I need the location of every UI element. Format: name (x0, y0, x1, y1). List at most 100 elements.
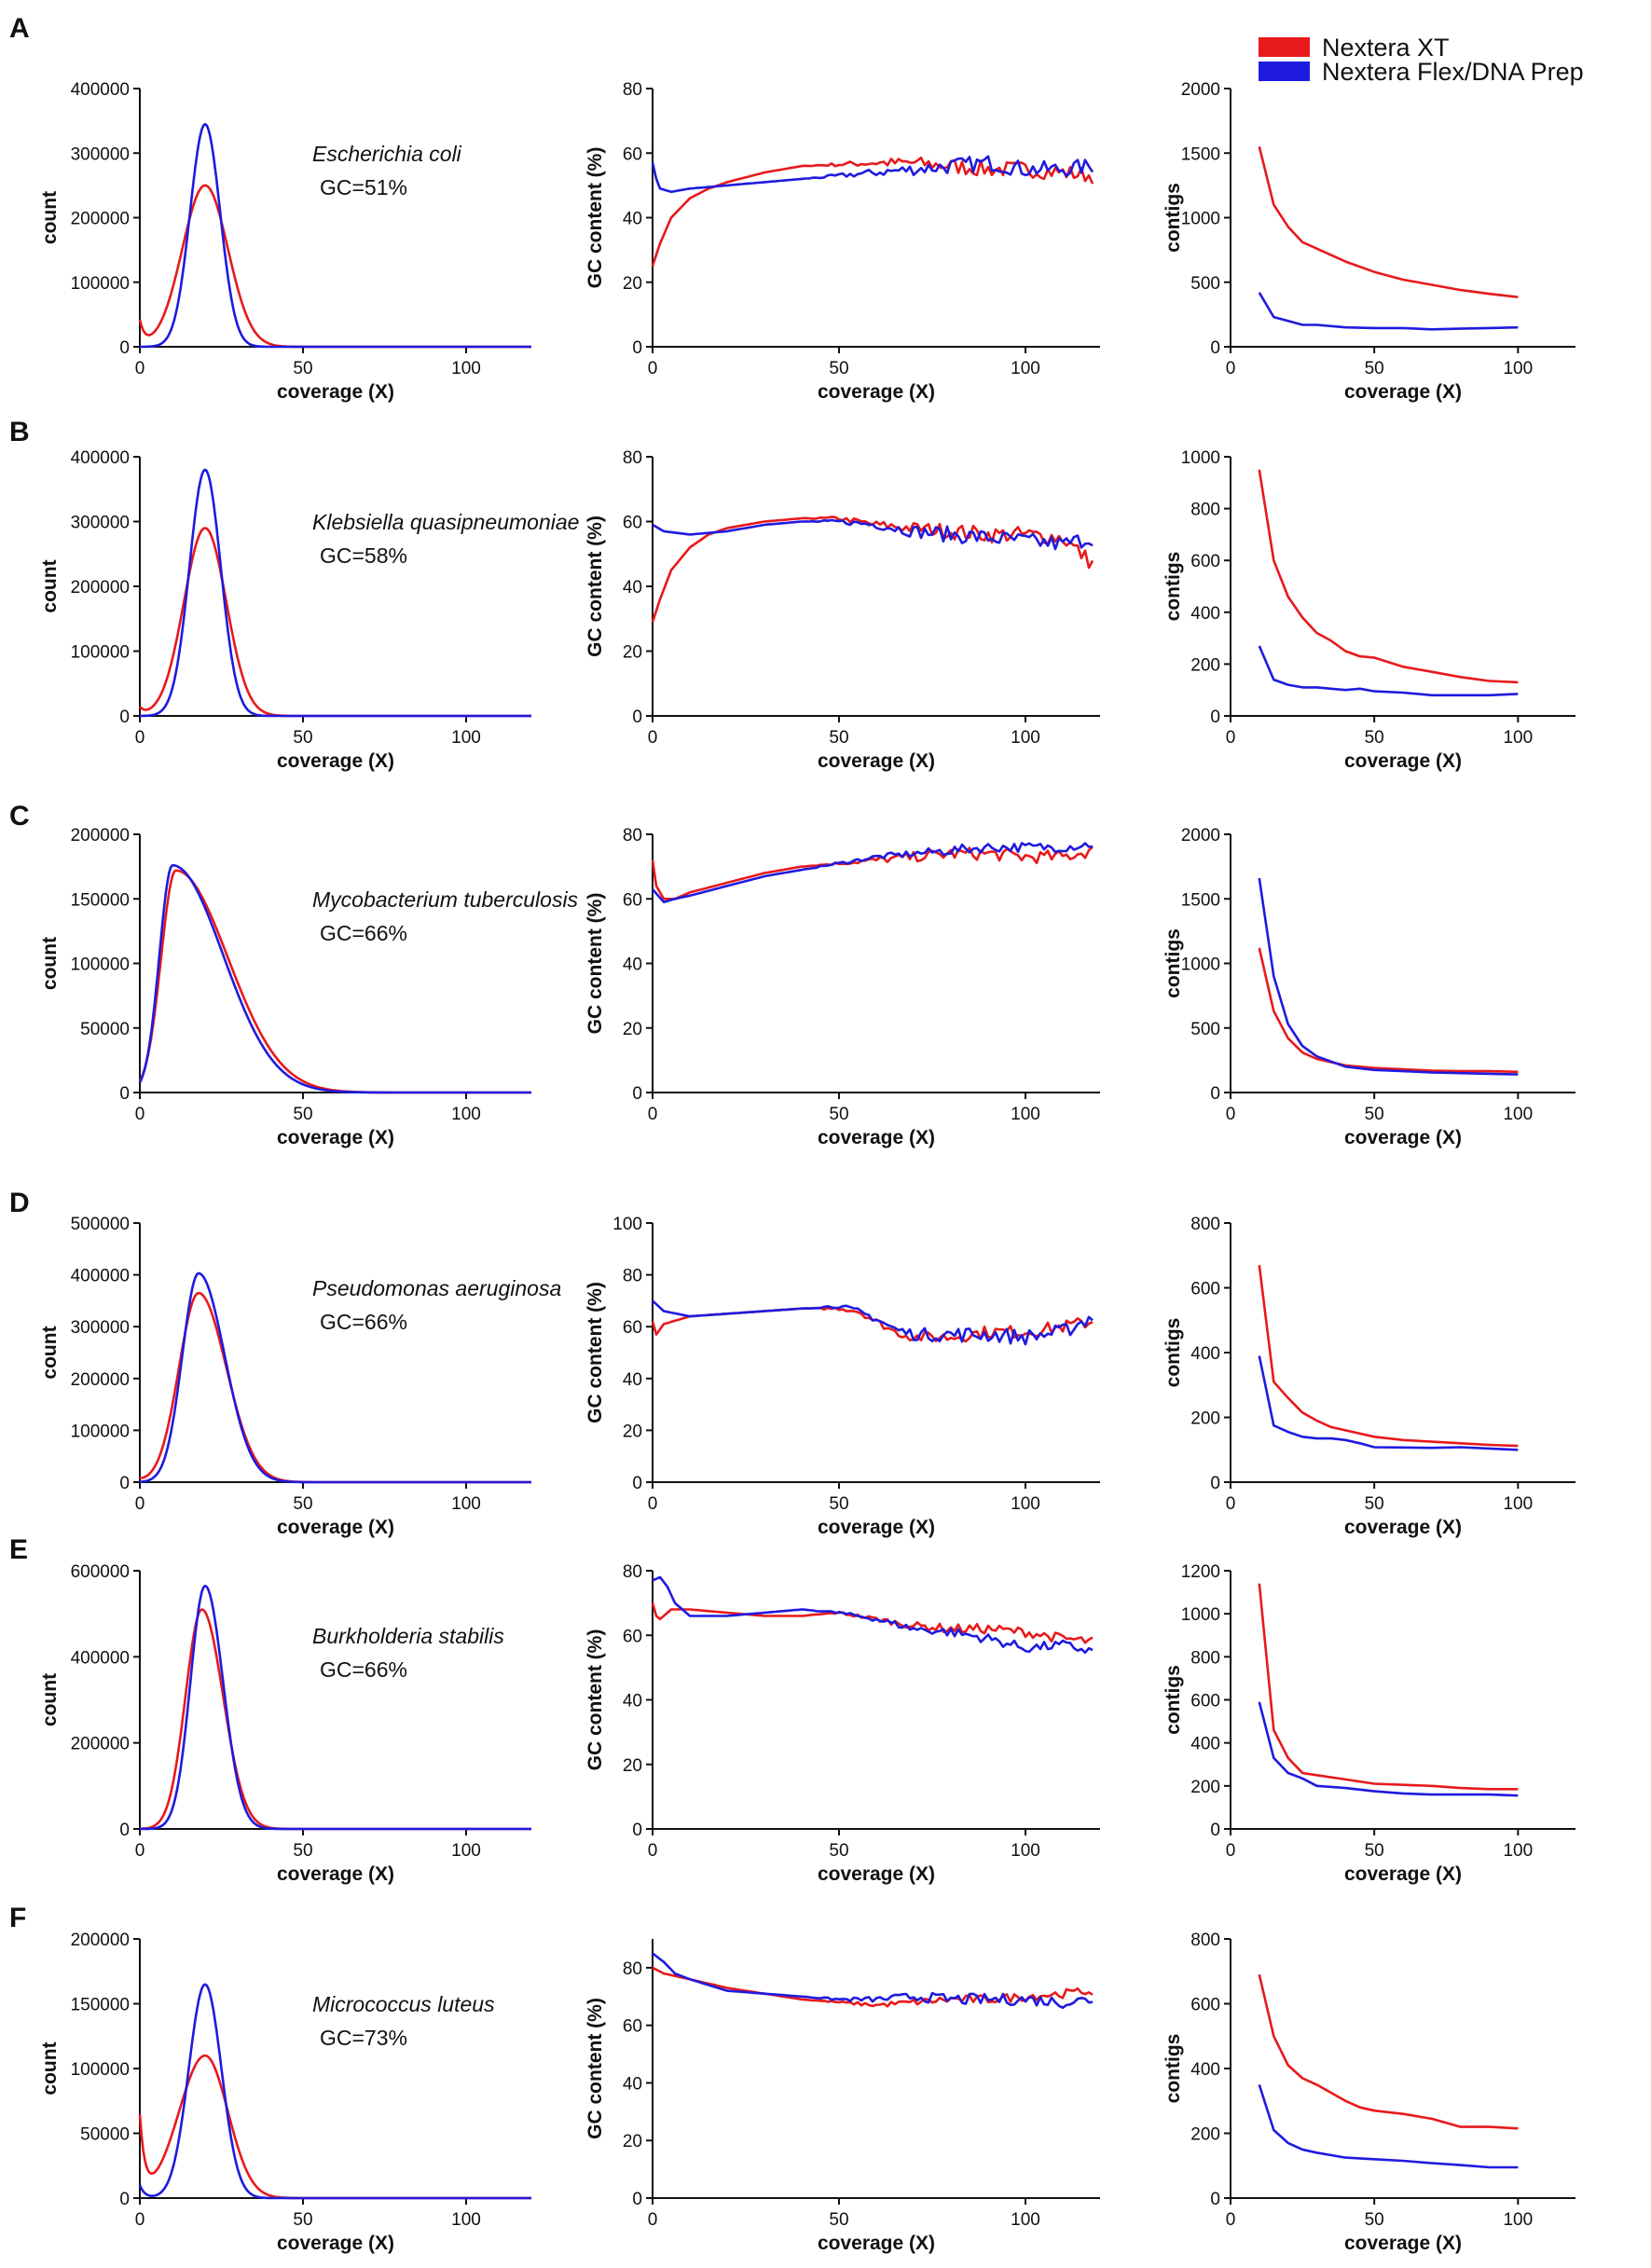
y-tick-label: 20 (623, 2132, 642, 2151)
x-axis-label: coverage (X) (818, 1863, 935, 1885)
x-tick-label: 0 (135, 1841, 145, 1861)
x-axis-label: coverage (X) (818, 381, 935, 403)
x-tick-label: 0 (648, 1105, 658, 1124)
y-tick-label: 800 (1190, 501, 1220, 520)
x-tick-label: 100 (1503, 1841, 1533, 1861)
y-tick-label: 60 (623, 2017, 642, 2037)
y-tick-label: 300000 (71, 144, 130, 164)
x-tick-label: 50 (829, 2210, 848, 2230)
contigs-chart: 0 200 400 600 800 1000 0 50 100 coverage (X) conti… (1163, 448, 1575, 772)
x-tick-label: 0 (1226, 1494, 1236, 1514)
gc-chart: 0 20 40 60 80 0 50 100 coverage (X) GC content (%… (585, 448, 1100, 772)
x-tick-label: 50 (1365, 1841, 1384, 1861)
x-tick-label: 50 (829, 1841, 848, 1861)
contigs-series-xt (1258, 947, 1519, 1074)
y-tick-label: 400 (1190, 1735, 1220, 1754)
y-tick-label: 80 (623, 1267, 642, 1286)
x-axis-label: coverage (X) (1344, 1863, 1462, 1885)
contigs-series-flex (1258, 2084, 1519, 2169)
x-axis-label: coverage (X) (818, 1517, 935, 1538)
x-tick-label: 0 (648, 359, 658, 378)
x-tick-label: 100 (451, 1494, 481, 1514)
y-tick-label: 40 (623, 578, 642, 598)
x-axis-label: coverage (X) (818, 1127, 935, 1148)
hist-chart: 0 200000 400000 600000 0 50 100 coverage (X) cou… (39, 1562, 531, 1885)
y-tick-label: 1200 (1181, 1562, 1220, 1582)
gc-series-xt (651, 1602, 1094, 1644)
y-tick-label: 100000 (71, 2060, 130, 2080)
y-tick-label: 0 (1210, 1474, 1220, 1493)
gc-label: GC=66% (320, 1310, 407, 1334)
x-tick-label: 0 (135, 2210, 145, 2230)
y-tick-label: 60 (623, 1627, 642, 1646)
x-tick-label: 0 (1226, 1105, 1236, 1124)
x-axis-label: coverage (X) (277, 381, 394, 403)
y-tick-label: 20 (623, 1422, 642, 1441)
y-tick-label: 80 (623, 448, 642, 468)
hist-chart: 0 100000 200000 300000 400000 0 50 100 coverage … (39, 80, 531, 403)
y-tick-label: 200 (1190, 1778, 1220, 1797)
x-tick-label: 0 (135, 1105, 145, 1124)
contigs-series-flex (1258, 1355, 1519, 1451)
gc-label: GC=73% (320, 2026, 407, 2050)
y-tick-label: 0 (119, 1474, 130, 1493)
x-tick-label: 0 (1226, 2210, 1236, 2230)
x-tick-label: 0 (1226, 1841, 1236, 1861)
y-tick-label: 80 (623, 1562, 642, 1582)
gc-series-flex (652, 518, 1094, 551)
y-tick-label: 2000 (1181, 826, 1220, 845)
organism-name: Burkholderia stabilis (312, 1624, 504, 1648)
y-tick-label: 50000 (80, 2125, 130, 2145)
y-tick-label: 200 (1190, 1409, 1220, 1429)
contigs-chart: 0 200 400 600 800 1000 1200 0 50 100 coverage (X) c… (1163, 1562, 1575, 1885)
hist-series-flex (138, 1983, 531, 2200)
y-tick-label: 0 (632, 1084, 642, 1104)
x-tick-label: 50 (293, 1841, 312, 1861)
y-tick-label: 50000 (80, 1020, 130, 1039)
y-axis-label: GC content (%) (585, 1282, 606, 1423)
y-tick-label: 800 (1190, 1215, 1220, 1234)
y-tick-label: 400 (1190, 2060, 1220, 2080)
legend: Nextera XT Nextera Flex/DNA Prep (1259, 34, 1584, 86)
y-tick-label: 0 (632, 1821, 642, 1840)
y-tick-label: 400000 (71, 448, 130, 468)
x-tick-label: 0 (135, 728, 145, 748)
y-tick-label: 20 (623, 1020, 642, 1039)
y-axis-label: count (39, 1673, 61, 1726)
contigs-series-flex (1258, 645, 1519, 697)
y-axis-label: contigs (1163, 1318, 1184, 1388)
y-tick-label: 0 (1210, 338, 1220, 358)
y-tick-label: 800 (1190, 1931, 1220, 1950)
y-tick-label: 2000 (1181, 80, 1220, 100)
x-tick-label: 50 (1365, 359, 1384, 378)
x-axis-label: coverage (X) (818, 2233, 935, 2254)
y-tick-label: 0 (632, 338, 642, 358)
y-tick-label: 0 (119, 338, 130, 358)
y-tick-label: 200000 (71, 826, 130, 845)
y-tick-label: 0 (1210, 1821, 1220, 1840)
hist-chart: 0 50000 100000 150000 200000 0 50 100 coverage (… (39, 1931, 531, 2254)
x-tick-label: 50 (293, 728, 312, 748)
y-tick-label: 500 (1190, 1020, 1220, 1039)
x-tick-label: 100 (1503, 1105, 1533, 1124)
y-tick-label: 400000 (71, 1648, 130, 1668)
x-tick-label: 100 (1503, 728, 1533, 748)
contigs-series-xt (1258, 145, 1519, 298)
x-axis-label: coverage (X) (1344, 750, 1462, 772)
hist-chart: 0 50000 100000 150000 200000 0 50 100 coverage (… (39, 826, 579, 1148)
y-axis-label: GC content (%) (585, 515, 606, 657)
hist-series-flex (140, 122, 531, 349)
y-tick-label: 150000 (71, 890, 130, 910)
x-axis-label: coverage (X) (277, 1517, 394, 1538)
x-tick-label: 100 (451, 2210, 481, 2230)
y-tick-label: 200 (1190, 655, 1220, 675)
contigs-chart: 0 500 1000 1500 2000 0 50 100 coverage (X) contig… (1163, 80, 1575, 403)
contigs-chart: 0 500 1000 1500 2000 0 50 100 coverage (X) contig… (1163, 826, 1575, 1148)
legend-swatch-flex (1259, 62, 1310, 81)
y-axis-label: GC content (%) (585, 893, 606, 1035)
contigs-chart: 0 200 400 600 800 0 50 100 coverage (X) contigs (1163, 1215, 1575, 1538)
y-tick-label: 1000 (1181, 955, 1220, 975)
y-tick-label: 500 (1190, 274, 1220, 294)
